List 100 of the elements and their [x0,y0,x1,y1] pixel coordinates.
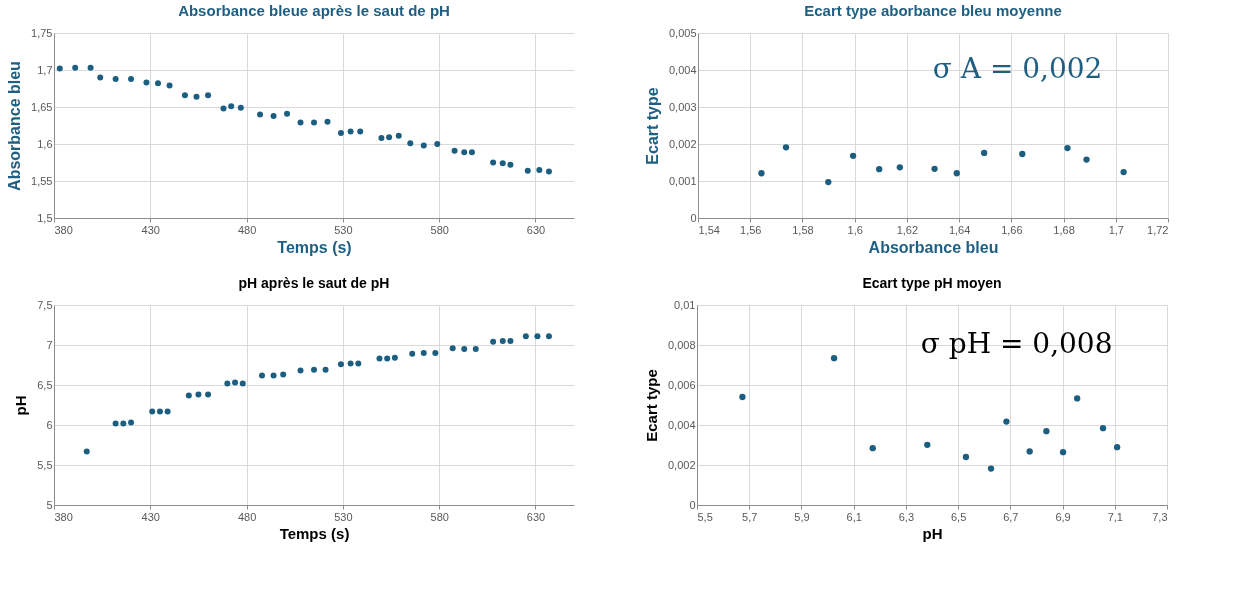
y-axis-title: Ecart type [642,369,660,442]
y-tick-label: 0 [689,498,696,511]
point [876,166,883,173]
x-axis-title: pH [922,524,943,542]
point [1059,449,1067,456]
point [143,79,150,86]
point [205,92,212,99]
point [270,112,277,119]
x-tick-label: 1,7 [1108,223,1124,236]
point [395,132,402,139]
point [499,160,506,167]
point [1019,150,1026,158]
point [56,65,63,72]
point [378,135,385,142]
point [72,64,79,71]
y-tick-label: 5,5 [37,458,53,471]
point [391,354,398,361]
y-axis-title: Absorbance bleu [6,61,24,191]
point [128,419,135,426]
x-tick-label: 480 [237,223,257,236]
y-tick-label: 7,5 [37,298,53,311]
point [280,371,287,378]
point [185,392,192,399]
point [347,360,354,367]
point [386,134,393,141]
point [758,170,765,177]
point [830,355,838,362]
x-tick-label: 430 [141,223,160,236]
y-tick-label: 0,004 [667,418,696,431]
point [1074,395,1081,402]
point [355,360,362,367]
y-tick-label: 0 [690,211,697,224]
chart-title: Ecart type aborbance bleu moyenne [804,2,1062,19]
y-tick-label: 0,004 [668,63,697,76]
point [1064,144,1071,152]
point [499,338,506,344]
x-tick-label: 1,68 [1053,223,1075,236]
point [825,178,832,186]
x-tick-label: 580 [430,223,449,236]
point [924,441,931,448]
y-tick-label: 0,005 [668,26,697,39]
y-tick-label: 7 [46,338,53,351]
y-tick-label: 1,6 [37,137,53,150]
x-tick-label: 430 [141,510,160,523]
x-tick-label: 380 [54,510,73,523]
x-tick-label: 530 [334,510,353,523]
point [120,420,127,427]
chart-title: Ecart type pH moyen [862,275,1002,291]
point [739,393,746,401]
y-tick-label: 0,003 [668,100,697,113]
point [228,103,235,110]
point [322,366,329,373]
point [128,75,135,82]
x-axis-title: Temps (s) [279,524,350,542]
y-tick-label: 6,5 [37,378,53,391]
x-tick-label: 1,66 [1001,223,1023,236]
x-tick-label: 630 [526,223,546,236]
point [849,152,857,159]
point [112,420,119,427]
point [962,453,970,461]
y-tick-label: 0,002 [668,137,697,150]
point [545,333,552,340]
chart-title: Absorbance bleue après le saut de pH [178,2,450,19]
point [1043,428,1050,435]
point [284,110,291,117]
x-tick-label: 6,5 [950,510,967,523]
x-tick-label: 1,6 [847,223,863,236]
point [311,119,317,126]
point [409,350,416,357]
point [981,149,988,157]
x-tick-label: 1,58 [792,223,814,236]
point [449,345,456,352]
point [1026,448,1033,455]
x-tick-label: 6,3 [898,510,915,523]
y-axis-title: Ecart type [643,87,661,165]
point [195,391,202,398]
x-tick-label: 1,56 [740,223,762,236]
point [270,372,277,379]
point [337,129,344,136]
chart-title: pH après le saut de pH [238,275,390,291]
x-tick-label: 480 [237,510,257,523]
x-tick-label: 5,9 [794,510,810,523]
point [522,333,529,340]
point [384,355,391,362]
point [181,92,188,99]
x-tick-label: 7,1 [1107,510,1123,523]
y-tick-label: 1,55 [31,174,53,187]
x-tick-label: 1,54 [698,223,720,236]
x-axis-title: Temps (s) [277,238,352,256]
point [869,445,876,452]
point [112,75,119,82]
point [534,333,541,340]
point [420,350,427,356]
point [257,111,264,118]
point [220,105,227,112]
point [434,141,441,147]
point [1120,168,1127,176]
point [472,346,479,352]
point [156,408,163,415]
annotation: σ pH = 0,008 [920,327,1113,360]
